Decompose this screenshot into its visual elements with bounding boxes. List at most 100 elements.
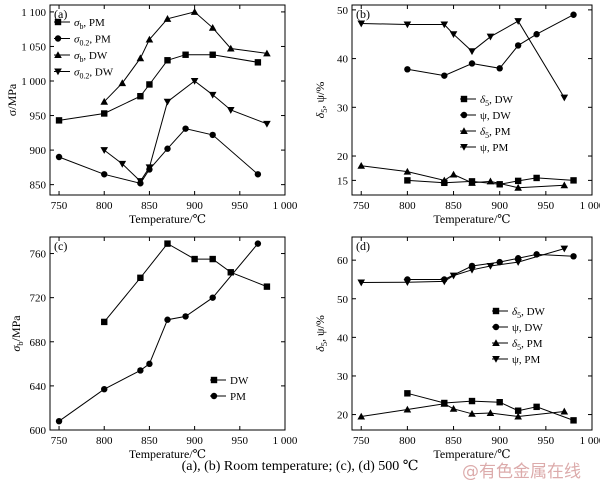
- legend-label: σ0.2, PM: [74, 34, 111, 48]
- series-0: δ5, DW: [404, 94, 577, 188]
- y-tick-label: 15: [337, 175, 349, 187]
- data-point: [227, 269, 234, 276]
- series-line: [58, 54, 258, 121]
- series-3: ψ, PM: [357, 18, 569, 154]
- legend-marker: [460, 95, 468, 103]
- x-tick-label: 1 000: [273, 200, 298, 212]
- y-tick-label: 60: [337, 255, 349, 267]
- series-3: ψ, PM: [357, 245, 569, 366]
- data-point: [403, 405, 412, 413]
- legend-label: ψ, DW: [480, 110, 511, 122]
- chart-panel-d: 750 800 850 900 950 1 000 20 30 40 50 60 (d) Tempera…: [313, 236, 600, 461]
- series-2: σb, DW: [54, 8, 271, 105]
- data-point: [190, 78, 199, 85]
- x-tick-label: 950: [232, 435, 249, 447]
- data-point: [226, 44, 235, 52]
- data-point: [190, 8, 199, 15]
- data-point: [560, 94, 569, 102]
- data-point: [136, 178, 145, 185]
- data-point: [403, 21, 412, 29]
- series-1: PM: [55, 240, 262, 425]
- data-point: [486, 177, 495, 185]
- data-point: [441, 72, 448, 79]
- y-tick-label: 640: [30, 381, 47, 393]
- series-line: [361, 20, 565, 98]
- data-point: [118, 160, 127, 168]
- series-line: [58, 128, 259, 184]
- data-point: [254, 171, 262, 178]
- legend-marker: [460, 127, 468, 134]
- legend-label: δ5, DW: [480, 94, 514, 108]
- data-point: [137, 274, 144, 282]
- y-axis-label: δ5, ψ/%: [313, 82, 329, 119]
- x-tick-label: 850: [141, 200, 158, 212]
- data-point: [146, 81, 153, 88]
- legend-label: δ5, DW: [512, 306, 546, 320]
- legend-label: σb, PM: [74, 17, 105, 31]
- data-point: [100, 97, 109, 105]
- y-axis-label: σ/MPa: [5, 83, 19, 116]
- y-tick-label: 30: [337, 371, 349, 383]
- legend-label: δ5, PM: [480, 126, 511, 140]
- data-point: [263, 49, 271, 57]
- data-point: [570, 11, 577, 18]
- data-point: [570, 417, 577, 424]
- data-point: [404, 177, 411, 184]
- data-point: [496, 181, 503, 188]
- data-point: [146, 360, 153, 368]
- x-tick-label: 750: [51, 200, 68, 212]
- legend-label: σ0.2, DW: [74, 67, 114, 81]
- data-point: [570, 253, 577, 260]
- y-tick-label: 680: [30, 337, 47, 349]
- data-point: [533, 31, 540, 38]
- x-tick-label: 900: [186, 200, 203, 212]
- data-point: [164, 57, 171, 64]
- x-axis-label: Temperature/℃: [433, 447, 510, 461]
- data-point: [486, 33, 495, 41]
- x-tick-label: 850: [445, 435, 462, 447]
- data-point: [514, 412, 522, 420]
- data-point: [440, 399, 449, 407]
- legend-label: σb, DW: [74, 50, 108, 64]
- plot-frame: [49, 236, 286, 431]
- panel-label: (d): [356, 239, 370, 253]
- data-point: [357, 161, 366, 169]
- data-point: [101, 318, 108, 326]
- legend-label: ψ, DW: [512, 322, 543, 334]
- data-point: [145, 164, 154, 172]
- data-point: [209, 294, 216, 301]
- legend-marker: [460, 111, 468, 119]
- data-point: [468, 397, 476, 405]
- series-line: [103, 242, 268, 323]
- x-axis-label: Temperature/℃: [129, 447, 206, 461]
- x-tick-label: 950: [538, 200, 555, 212]
- y-tick-label: 850: [30, 180, 47, 192]
- data-point: [514, 259, 522, 266]
- x-tick-label: 950: [232, 200, 249, 212]
- series-line: [361, 403, 565, 418]
- legend-marker: [460, 144, 468, 151]
- y-tick-label: 40: [337, 54, 349, 66]
- plot-frame: [351, 236, 593, 431]
- data-point: [449, 404, 458, 412]
- data-point: [100, 147, 109, 154]
- data-point: [55, 117, 63, 124]
- data-point: [208, 91, 217, 99]
- x-tick-label: 800: [399, 200, 416, 212]
- data-point: [357, 279, 366, 287]
- data-point: [514, 18, 522, 25]
- data-point: [163, 98, 172, 106]
- legend-marker: [492, 356, 500, 363]
- data-point: [468, 266, 476, 274]
- data-point: [486, 262, 495, 270]
- data-point: [468, 48, 476, 56]
- y-tick-label: 40: [337, 332, 349, 344]
- y-tick-label: 900: [30, 145, 47, 157]
- data-point: [404, 390, 411, 397]
- data-point: [182, 51, 189, 58]
- y-tick-label: 600: [30, 425, 47, 437]
- data-point: [449, 31, 458, 39]
- data-point: [440, 176, 449, 184]
- x-tick-label: 750: [353, 200, 370, 212]
